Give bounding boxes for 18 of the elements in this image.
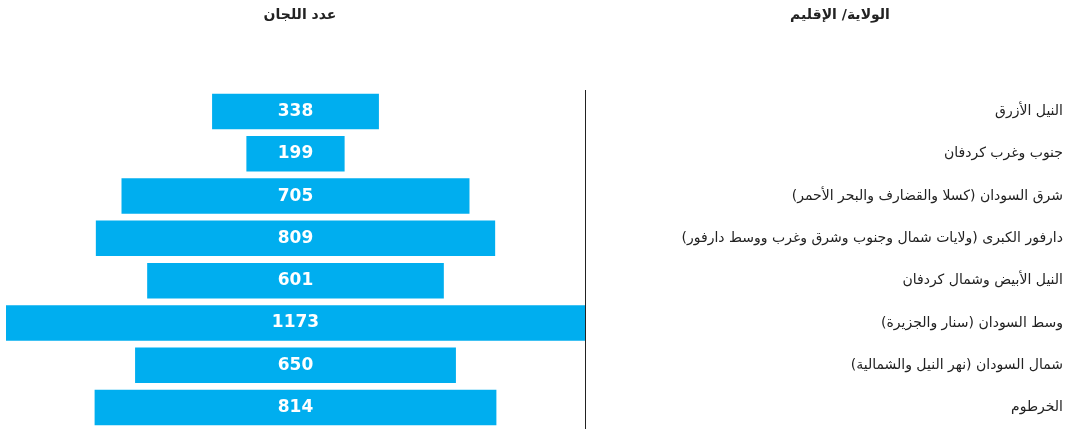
category-label: الخرطوم <box>1011 398 1063 416</box>
data-label: 814 <box>277 395 314 416</box>
category-label: دارفور الكبرى (ولايات شمال وجنوب وشرق وغرب ووسط دارفور) <box>681 229 1063 246</box>
data-label: 338 <box>277 99 314 120</box>
category-label: وسط السودان (سنار والجزيرة) <box>881 313 1063 331</box>
category-label: شمال السودان (نهر النيل والشمالية) <box>850 355 1063 373</box>
data-label: 705 <box>277 184 314 205</box>
text: الولاية/ الإقليم <box>789 6 891 22</box>
data-label: 809 <box>277 226 314 247</box>
category-label: جنوب وغرب كردفان <box>943 144 1063 162</box>
data-label: 1173 <box>271 311 320 332</box>
data-label: 199 <box>277 142 314 163</box>
category-label: النيل الأزرق <box>995 101 1063 120</box>
data-label: 601 <box>277 269 314 290</box>
text: عدد اللجان <box>262 6 338 22</box>
category-label: شرق السودان (كسلا والقضارف والبحر الأحمر) <box>791 185 1063 204</box>
category-label: النيل الأبيض وشمال كردفان <box>902 270 1063 289</box>
data-label: 650 <box>277 353 314 374</box>
